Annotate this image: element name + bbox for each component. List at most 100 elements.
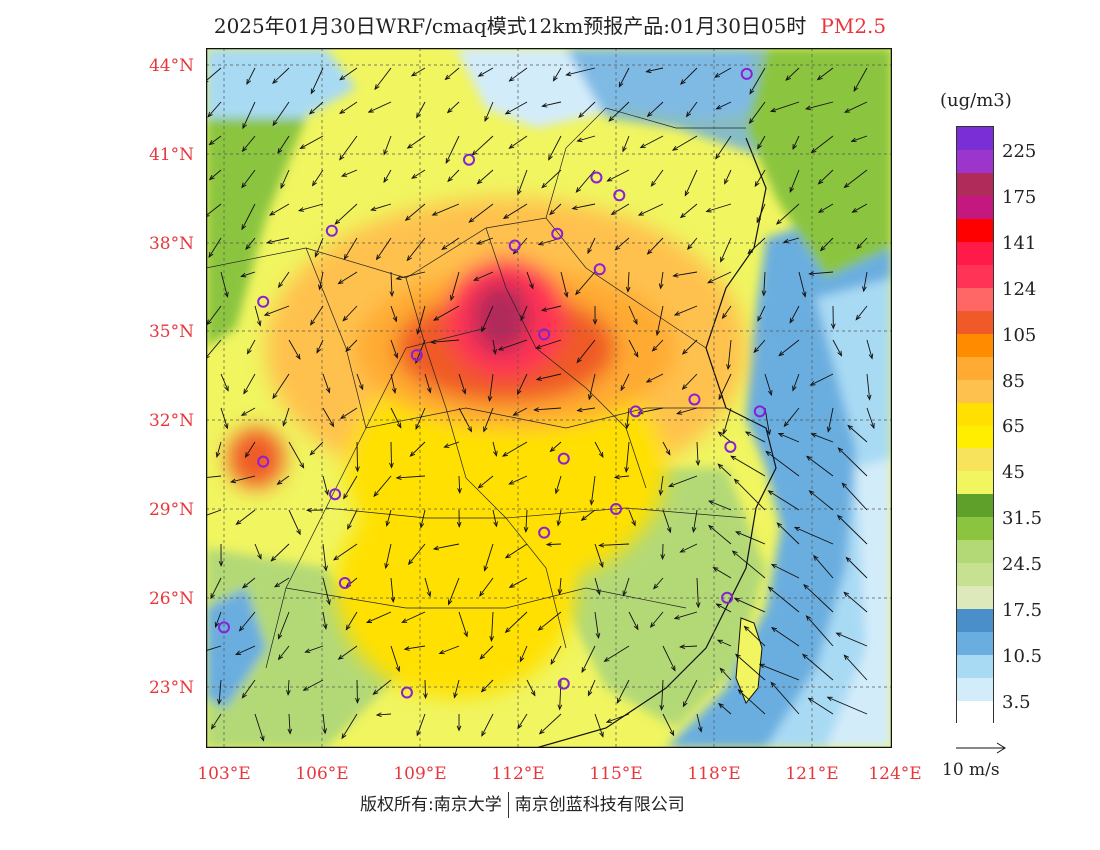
wind-vector: [674, 305, 698, 316]
wind-vector: [599, 543, 630, 546]
wind-vector: [764, 407, 770, 435]
wind-vector: [492, 441, 497, 456]
wind-vector: [505, 611, 528, 633]
wind-vector-head: [708, 524, 714, 531]
wind-vector: [505, 543, 528, 559]
wind-vector-head: [843, 654, 850, 661]
wind-vector-head: [446, 107, 453, 114]
wind-vector: [626, 407, 630, 429]
pollution-plume: [228, 198, 746, 698]
colorbar-label-10-5: 10.5: [1002, 646, 1043, 667]
wind-vector-head: [809, 381, 816, 386]
wind-vector-head: [246, 78, 252, 85]
wind-vector-head: [241, 182, 247, 189]
colorbar-segment: [957, 586, 993, 610]
wind-vector-head: [866, 394, 872, 401]
wind-vector-head: [659, 704, 665, 711]
wind-vector-head: [277, 633, 283, 640]
colorbar-segment: [957, 517, 993, 541]
wind-vector-head: [624, 466, 629, 473]
wind-vector-head: [837, 447, 844, 453]
wind-vector-head: [453, 692, 458, 699]
wind-vector-head: [272, 78, 278, 84]
wind-vector-head: [589, 499, 595, 506]
wind-vector: [757, 305, 766, 322]
wind-vector: [236, 509, 256, 525]
wind-vector-head: [735, 531, 742, 536]
wind-vector: [479, 645, 494, 660]
wind-vector: [771, 627, 800, 647]
wind-vector: [590, 475, 596, 505]
wind-vector: [719, 667, 732, 681]
wind-vector-head: [241, 224, 247, 231]
lat-label-32: 32°N: [148, 411, 194, 431]
wind-vector: [687, 237, 698, 250]
wind-vector-head: [552, 75, 558, 82]
wind-vector: [588, 373, 596, 400]
wind-vector: [208, 237, 222, 258]
wind-vector: [254, 713, 265, 741]
wind-vector: [727, 339, 732, 370]
wind-vector: [424, 373, 431, 393]
wind-vector: [356, 441, 359, 472]
wind-vector: [272, 373, 290, 399]
wind-vector-head: [272, 120, 278, 127]
wind-vector-head: [707, 278, 714, 284]
wind-vector: [269, 203, 290, 216]
wind-vector-head: [844, 108, 851, 113]
wind-vector-head: [819, 245, 826, 252]
wind-vector: [566, 67, 596, 76]
lon-label-124: 124°E: [868, 764, 922, 784]
wind-vector-head: [549, 446, 556, 453]
wind-vector-head: [557, 589, 563, 596]
colorbar-label-17-5: 17.5: [1002, 600, 1043, 621]
wind-vector: [310, 305, 324, 326]
wind-vector-head: [599, 731, 604, 738]
wind-vector-head: [367, 108, 374, 113]
wind-vector: [247, 339, 256, 354]
wind-vector-head: [777, 433, 784, 438]
wind-vector-head: [575, 289, 581, 296]
wind-vector-head: [273, 582, 280, 588]
wind-vector-head: [734, 598, 741, 603]
wind-vector: [578, 101, 596, 118]
wind-vector: [659, 475, 664, 495]
wind-vector: [855, 305, 868, 320]
wind-vector-head: [339, 108, 346, 115]
wind-vector: [713, 567, 732, 579]
wind-vector: [863, 271, 868, 292]
wind-vector-head: [299, 144, 306, 150]
wind-vector-head: [770, 563, 777, 569]
wind-vector: [366, 611, 392, 623]
wind-vector: [852, 203, 868, 213]
wind-vector: [536, 339, 562, 349]
wind-vector-head: [476, 240, 483, 245]
wind-vector-head: [241, 692, 247, 699]
west-green-zone: [206, 118, 306, 348]
wind-vector: [538, 611, 562, 631]
wind-vector-head: [801, 291, 807, 298]
wind-vector-head: [395, 475, 402, 480]
wind-vector: [371, 203, 392, 211]
wind-vector: [810, 373, 834, 386]
wind-vector: [477, 237, 494, 245]
wind-vector-head: [785, 75, 791, 81]
wind-vector-head: [749, 88, 755, 95]
wind-vector: [272, 67, 290, 84]
wind-vector: [241, 203, 256, 230]
wind-vector-head: [614, 245, 621, 251]
wind-vector: [424, 679, 427, 698]
station-marker: [538, 526, 551, 539]
wind-vector-head: [432, 315, 439, 321]
wind-vector-head: [325, 387, 331, 394]
wind-vector-head: [717, 463, 724, 469]
wind-vector: [652, 339, 664, 352]
wind-vector-head: [389, 291, 395, 298]
wind-vector-head: [837, 350, 843, 357]
wind-vector: [549, 203, 562, 215]
wind-vector: [333, 543, 358, 561]
wind-vector-head: [396, 422, 402, 429]
wind-vector-head: [481, 730, 486, 737]
wind-vector: [851, 135, 868, 142]
wind-vector: [732, 550, 766, 579]
